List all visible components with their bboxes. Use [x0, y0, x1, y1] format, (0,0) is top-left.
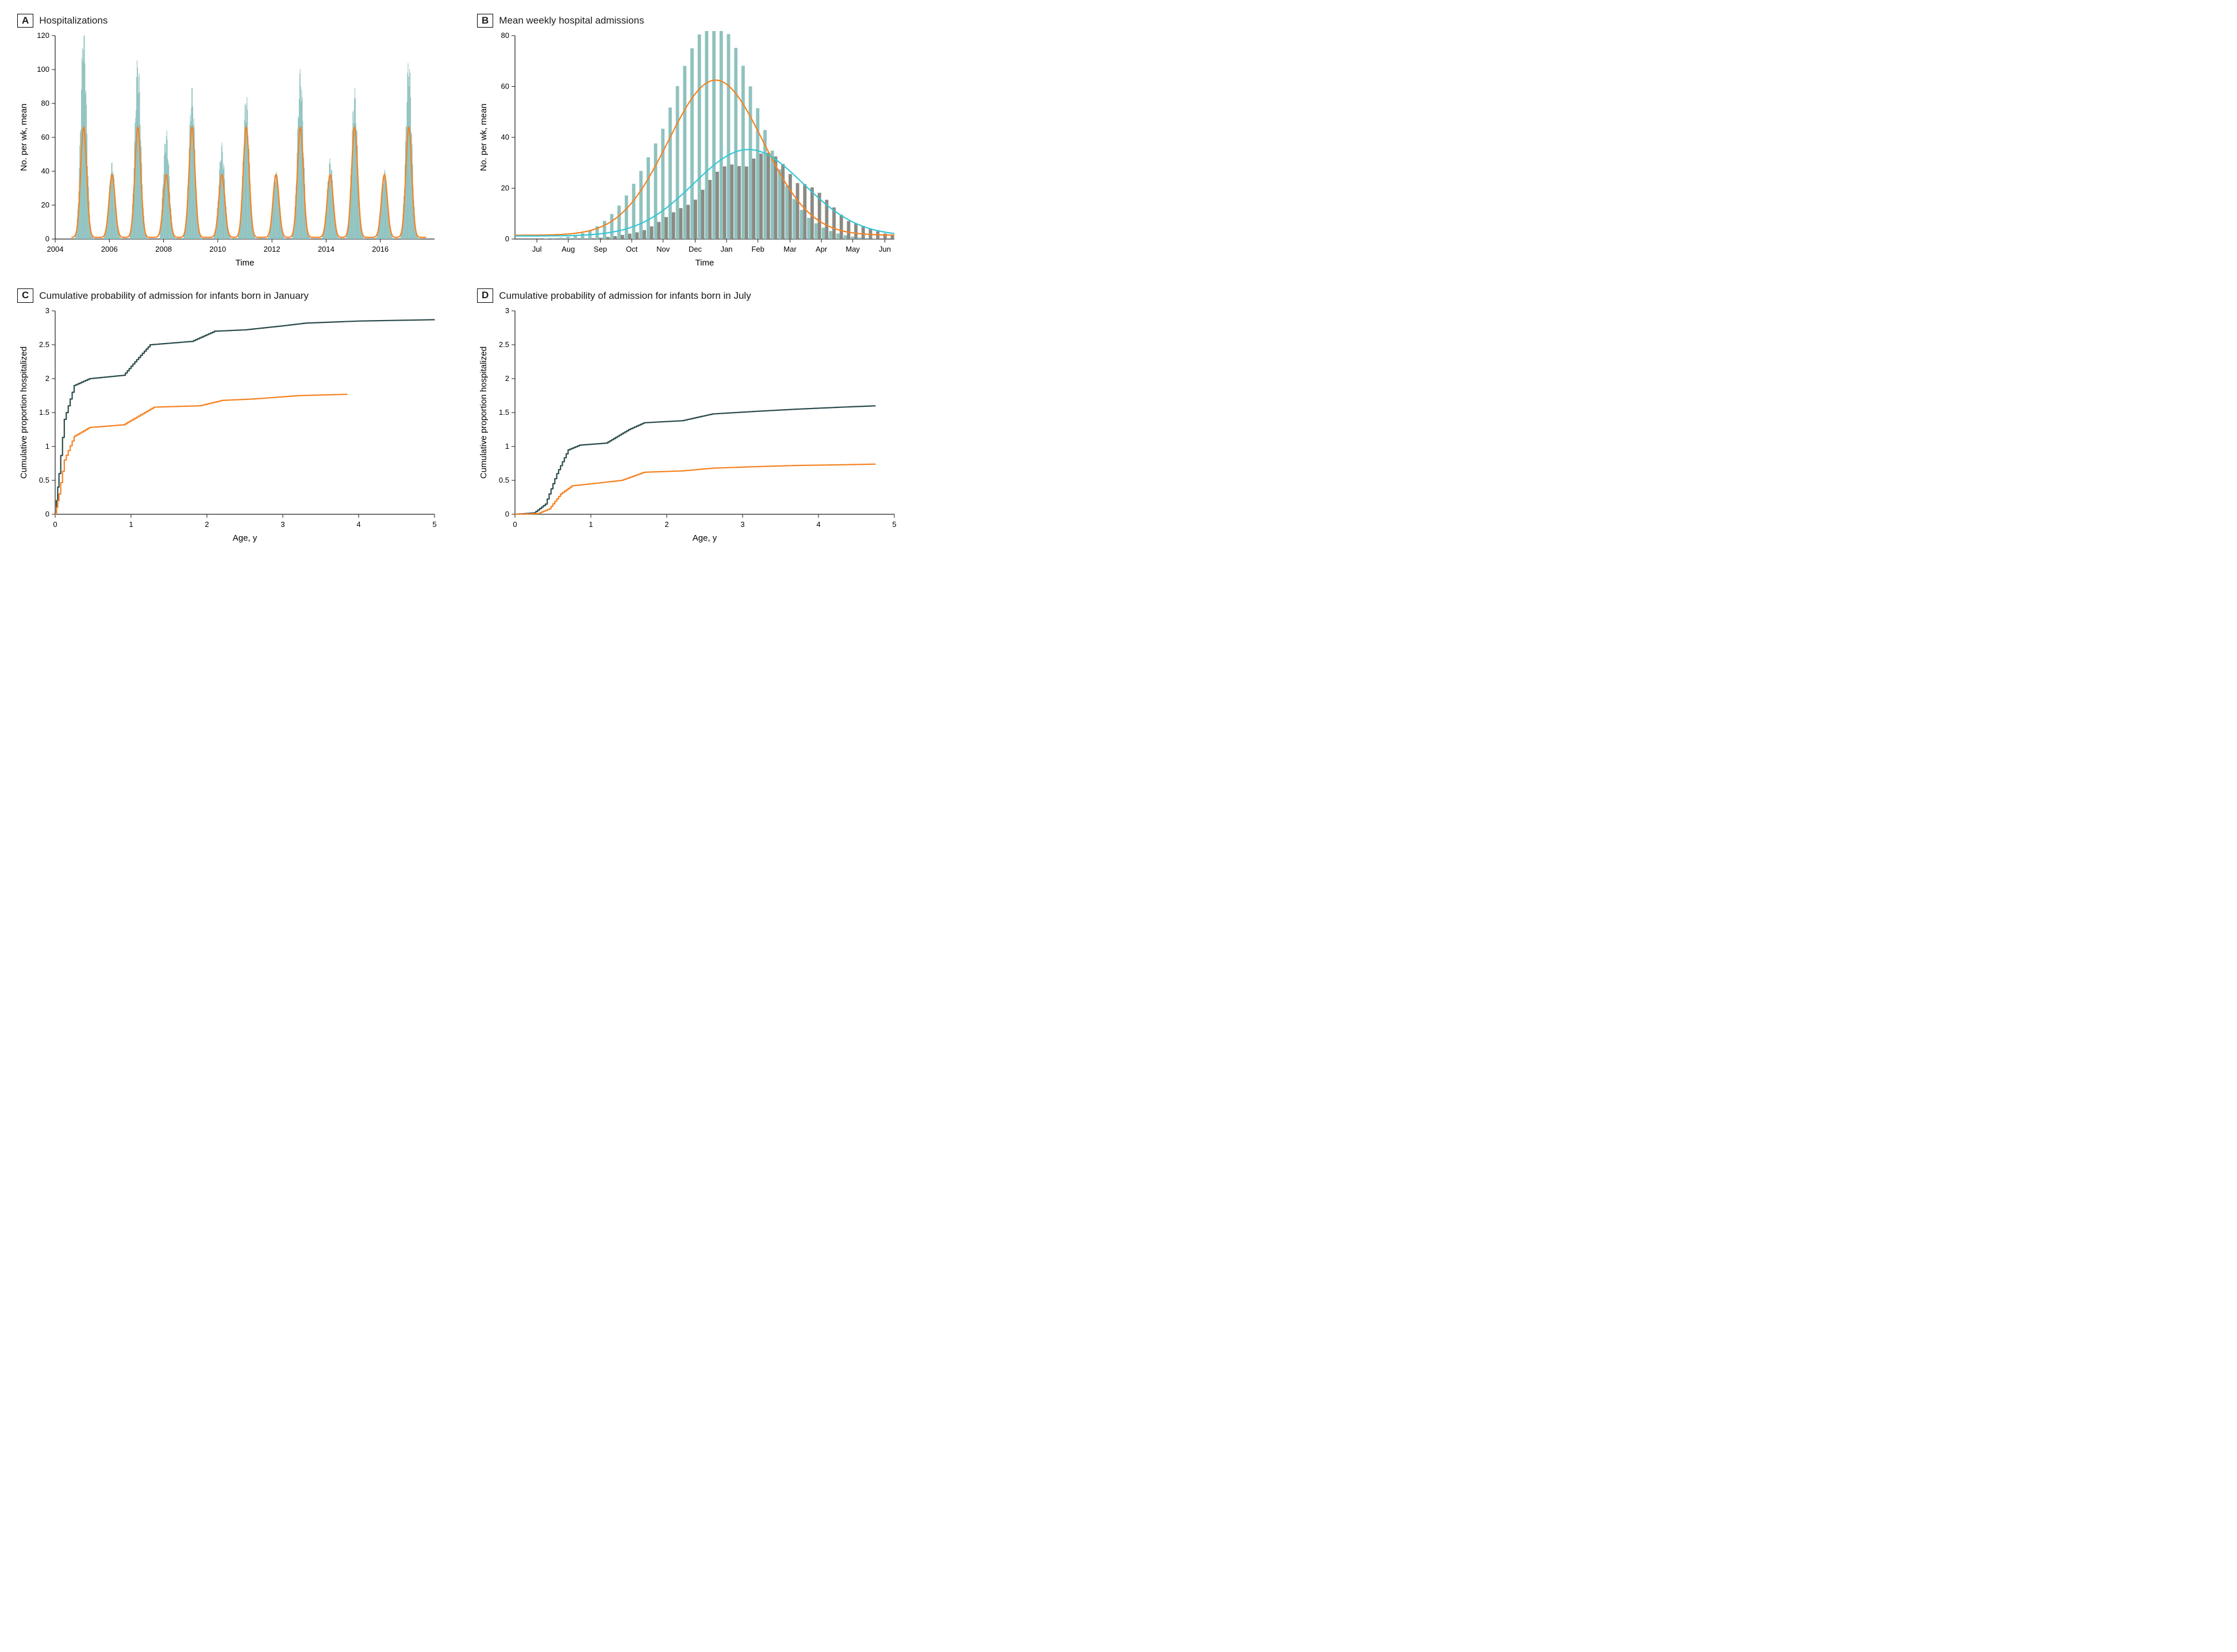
- panel-b-badge: B: [477, 14, 493, 28]
- svg-text:120: 120: [37, 31, 49, 40]
- svg-text:3: 3: [280, 520, 285, 529]
- panel-a-badge: A: [17, 14, 33, 28]
- svg-text:2: 2: [205, 520, 209, 529]
- svg-text:4: 4: [356, 520, 360, 529]
- svg-text:2: 2: [664, 520, 668, 529]
- svg-text:Jan: Jan: [721, 245, 733, 253]
- svg-text:60: 60: [41, 133, 49, 141]
- svg-text:3: 3: [505, 306, 509, 315]
- svg-text:Age, y: Age, y: [233, 533, 257, 543]
- svg-text:2006: 2006: [101, 245, 118, 253]
- panel-c-badge: C: [17, 288, 33, 302]
- svg-text:2: 2: [505, 374, 509, 383]
- svg-text:Cumulative proportion hospital: Cumulative proportion hospitalized: [479, 346, 489, 479]
- svg-text:0.5: 0.5: [499, 476, 509, 484]
- svg-text:May: May: [845, 245, 860, 253]
- svg-text:40: 40: [501, 133, 509, 141]
- svg-text:0.5: 0.5: [39, 476, 49, 484]
- svg-text:80: 80: [501, 31, 509, 40]
- svg-text:1: 1: [129, 520, 133, 529]
- panel-c: C Cumulative probability of admission fo…: [16, 288, 453, 547]
- svg-text:2.5: 2.5: [499, 340, 509, 349]
- panel-c-chart: 0 0.5 1 1.5 2 2.5 3 0 1 2 3 4 5 Age, y Cumulative prop…: [16, 306, 453, 548]
- svg-text:2008: 2008: [155, 245, 172, 253]
- svg-text:Oct: Oct: [626, 245, 638, 253]
- svg-text:Jun: Jun: [879, 245, 891, 253]
- svg-text:2014: 2014: [318, 245, 335, 253]
- panel-d: D Cumulative probability of admission fo…: [476, 288, 913, 547]
- svg-text:60: 60: [501, 82, 509, 91]
- svg-text:No. per wk, mean: No. per wk, mean: [19, 104, 29, 172]
- svg-text:Nov: Nov: [656, 245, 670, 253]
- svg-text:5: 5: [432, 520, 436, 529]
- svg-text:5: 5: [892, 520, 896, 529]
- svg-text:Aug: Aug: [562, 245, 575, 253]
- svg-text:Cumulative proportion hospital: Cumulative proportion hospitalized: [19, 346, 29, 479]
- svg-text:Dec: Dec: [689, 245, 702, 253]
- svg-text:1.5: 1.5: [499, 408, 509, 417]
- svg-text:2004: 2004: [47, 245, 64, 253]
- svg-text:40: 40: [41, 167, 49, 175]
- svg-text:Mar: Mar: [783, 245, 797, 253]
- svg-text:0: 0: [45, 234, 49, 243]
- svg-text:2010: 2010: [209, 245, 226, 253]
- panel-b-title: Mean weekly hospital admissions: [499, 15, 644, 26]
- panel-a-chart: 0 20 40 60 80 100 120 2004 2006 2008 2010 2012 2014 2…: [16, 31, 453, 272]
- panel-a-title: Hospitalizations: [39, 15, 107, 26]
- panel-d-badge: D: [477, 288, 493, 302]
- svg-text:0: 0: [45, 510, 49, 518]
- panel-a: A Hospitalizations 0 20 40 60 80 100 120 2004 20…: [16, 14, 453, 272]
- svg-text:Feb: Feb: [751, 245, 764, 253]
- svg-text:4: 4: [816, 520, 820, 529]
- svg-text:1: 1: [505, 442, 509, 450]
- svg-text:Sep: Sep: [594, 245, 607, 253]
- svg-text:2: 2: [45, 374, 49, 383]
- panel-d-chart: 0 0.5 1 1.5 2 2.5 3 0 1 2 3 4 5 Age, y Cumulative prop…: [476, 306, 913, 548]
- svg-text:1: 1: [589, 520, 593, 529]
- svg-text:1.5: 1.5: [39, 408, 49, 417]
- panel-c-title: Cumulative probability of admission for …: [39, 290, 309, 302]
- svg-text:3: 3: [45, 306, 49, 315]
- svg-text:Time: Time: [236, 258, 255, 268]
- svg-text:0: 0: [505, 234, 509, 243]
- svg-text:1: 1: [45, 442, 49, 450]
- svg-text:Age, y: Age, y: [693, 533, 717, 543]
- panel-c-header: C Cumulative probability of admission fo…: [17, 288, 453, 302]
- svg-text:0: 0: [53, 520, 57, 529]
- panel-b-chart: 0 20 40 60 80 Jul Aug Sep Oct Nov Dec Jan Feb Mar Apr M…: [476, 31, 913, 272]
- svg-text:2012: 2012: [264, 245, 280, 253]
- svg-text:20: 20: [501, 184, 509, 192]
- panel-b-header: B Mean weekly hospital admissions: [477, 14, 913, 28]
- svg-text:3: 3: [740, 520, 744, 529]
- figure-grid: A Hospitalizations 020406080100120200420…: [0, 0, 929, 561]
- svg-text:0: 0: [513, 520, 517, 529]
- panel-b: B Mean weekly hospital admissions 0 20 40 6…: [476, 14, 913, 272]
- panel-a-header: A Hospitalizations: [17, 14, 453, 28]
- svg-text:2.5: 2.5: [39, 340, 49, 349]
- svg-text:80: 80: [41, 99, 49, 107]
- svg-text:Time: Time: [695, 258, 714, 268]
- svg-text:20: 20: [41, 201, 49, 209]
- svg-text:100: 100: [37, 65, 49, 74]
- panel-d-header: D Cumulative probability of admission fo…: [477, 288, 913, 302]
- panel-d-title: Cumulative probability of admission for …: [499, 290, 751, 302]
- svg-text:2016: 2016: [372, 245, 389, 253]
- svg-text:No. per wk, mean: No. per wk, mean: [479, 104, 489, 172]
- svg-text:Apr: Apr: [816, 245, 828, 253]
- svg-text:Jul: Jul: [532, 245, 542, 253]
- svg-text:0: 0: [505, 510, 509, 518]
